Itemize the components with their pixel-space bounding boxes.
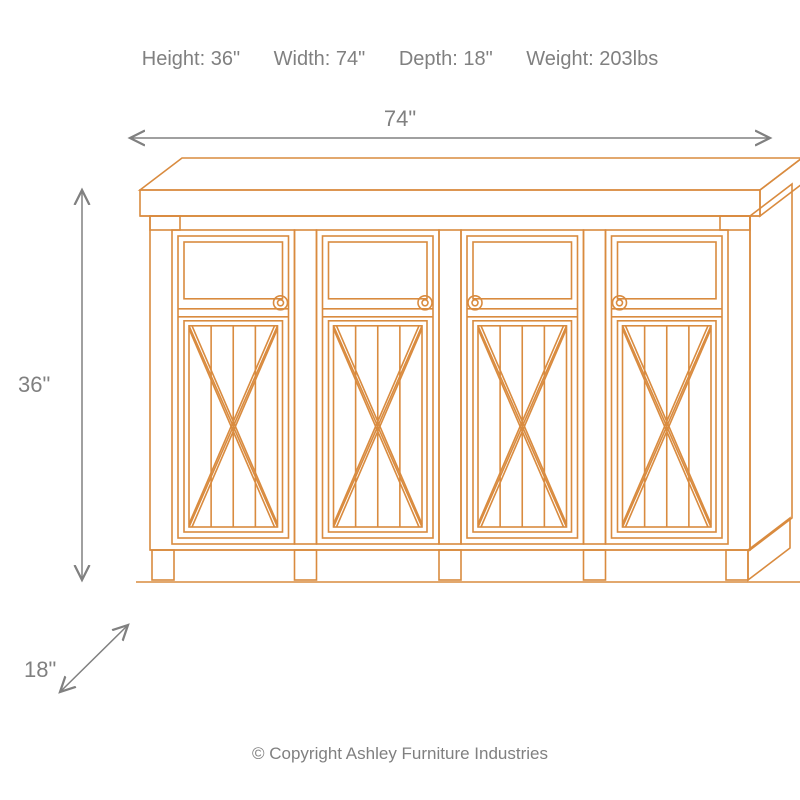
furniture-drawing — [136, 158, 800, 582]
dimension-diagram: Height: 36" Width: 74" Depth: 18" Weight… — [0, 0, 800, 800]
diagram-svg — [0, 0, 800, 800]
copyright-text: © Copyright Ashley Furniture Industries — [0, 744, 800, 764]
depth-arrow — [60, 625, 128, 692]
